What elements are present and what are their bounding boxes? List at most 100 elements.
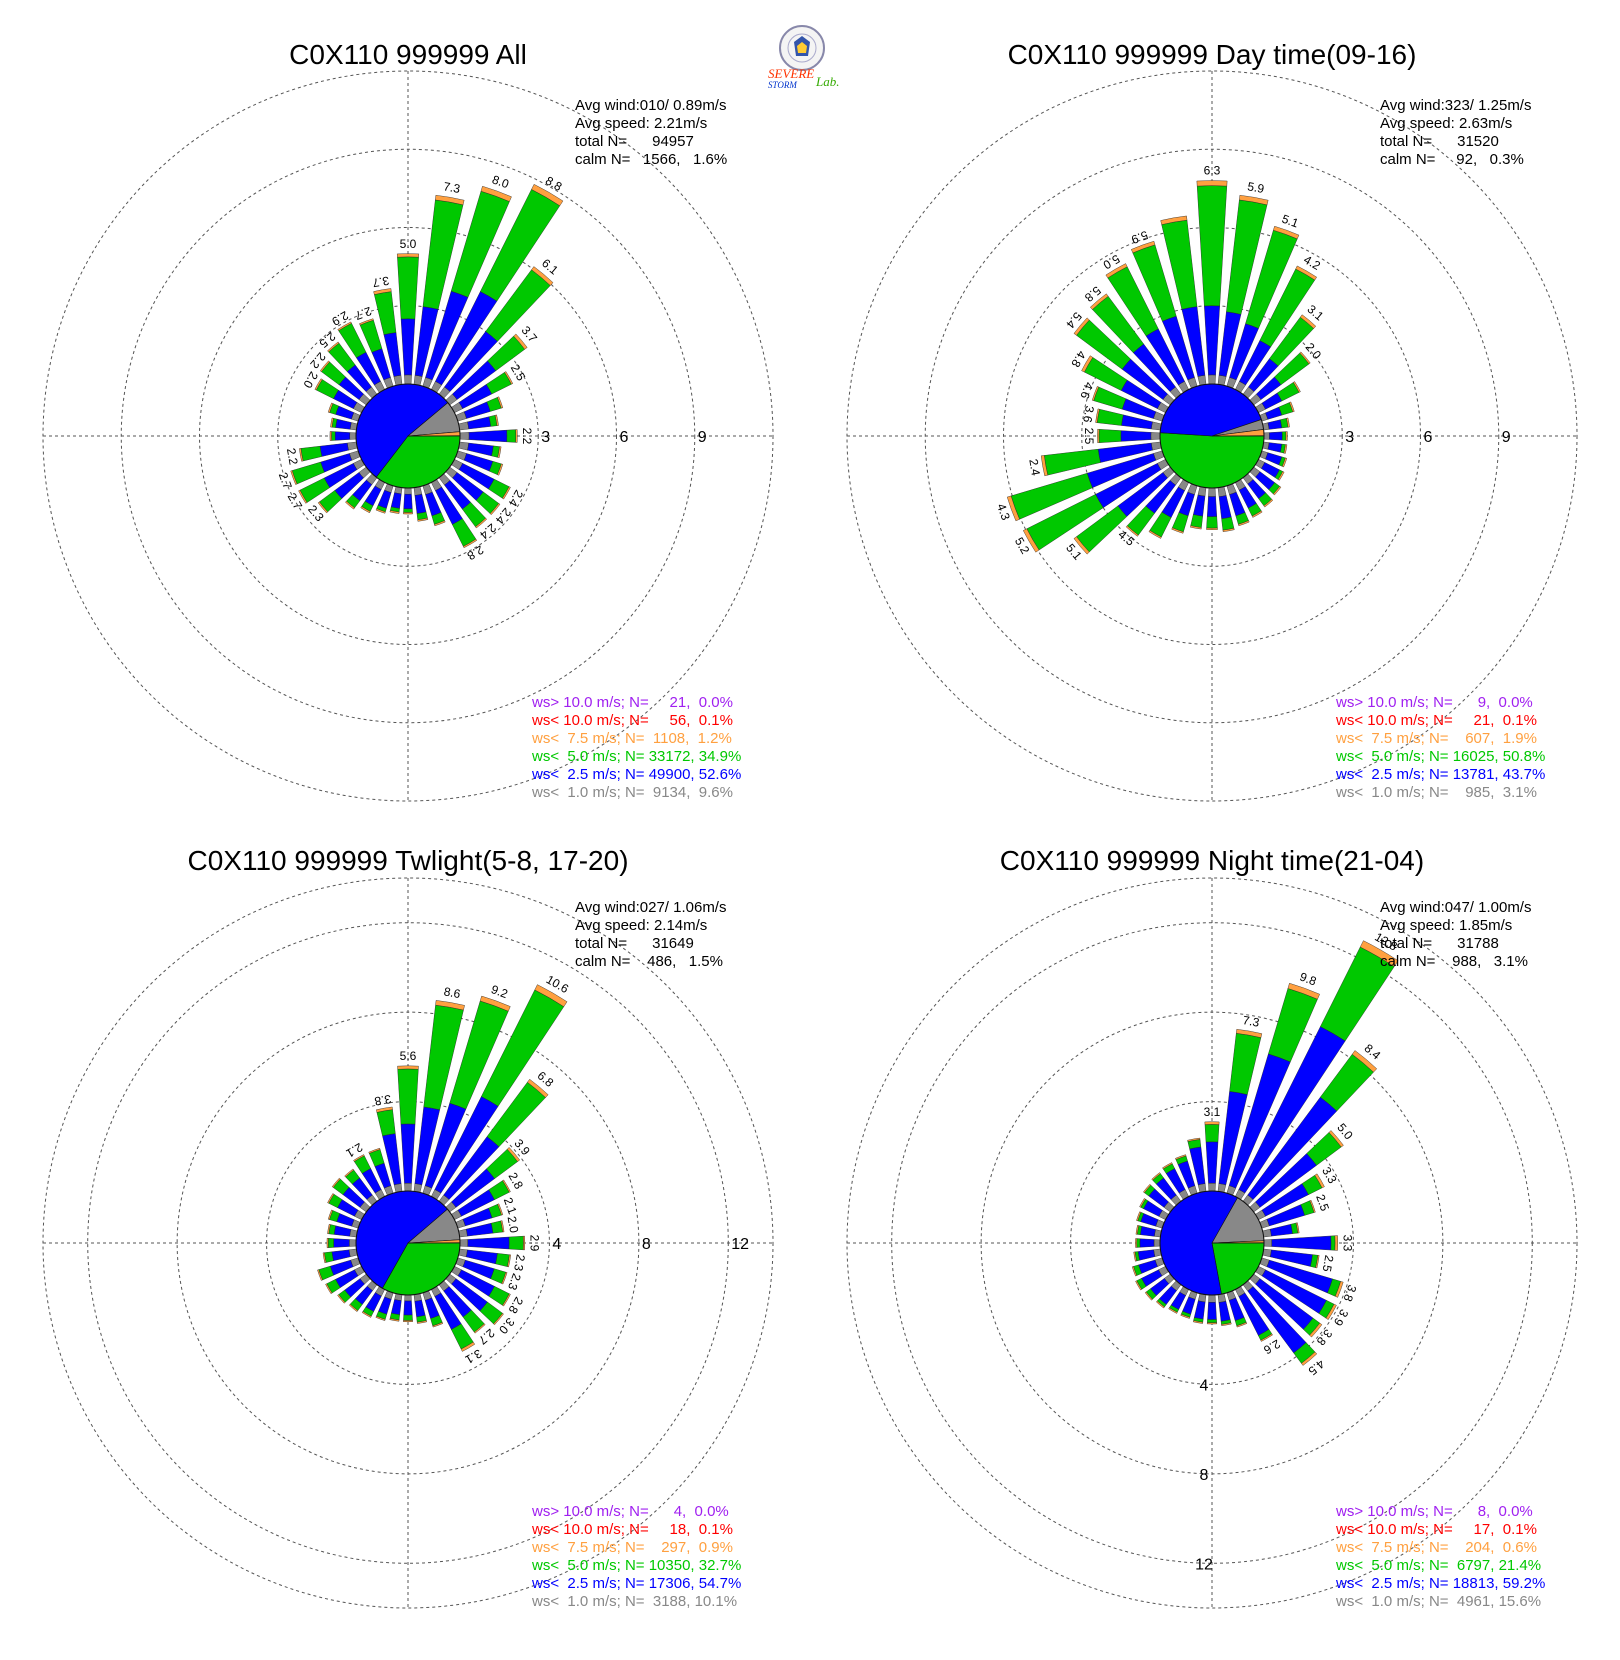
- ring-label: 3: [1345, 429, 1354, 446]
- bar-seg-lt75: [494, 414, 499, 426]
- bar-seg-lt75: [1095, 408, 1100, 423]
- bar-value-label: 2.1: [501, 1196, 520, 1217]
- bar-value-label: 2.4: [1026, 458, 1043, 477]
- stats-line: total N= 94957: [575, 133, 694, 150]
- bar-seg-lt75: [1221, 1322, 1232, 1326]
- bar-seg-lt75: [329, 431, 332, 441]
- bar-seg-lt75: [1168, 1307, 1178, 1314]
- bar-seg-lt75: [1135, 1238, 1138, 1248]
- bar-seg-lt75: [1151, 1172, 1161, 1181]
- bar-seg-lt75: [1144, 1291, 1153, 1301]
- bar-seg-lt75: [1180, 1313, 1191, 1319]
- bar-seg-lt75: [1309, 1199, 1316, 1213]
- bar-value-label: 2.5: [1313, 1193, 1332, 1214]
- bar-seg-lt1: [459, 1239, 469, 1247]
- wind-rose-panel-2: C0X110 999999 Day time(09-16) 3 6 9 6.3 5.9 5.…: [846, 39, 1578, 802]
- bar-seg-lt75: [1206, 1322, 1218, 1325]
- bar-seg-lt1: [1208, 1182, 1216, 1192]
- bar-seg-lt75: [353, 1154, 365, 1162]
- bar-seg-lt75: [515, 429, 518, 443]
- stats-line: calm N= 486, 1.5%: [575, 953, 723, 970]
- bar-seg-lt75: [434, 520, 446, 527]
- bar-seg-lt75: [1295, 265, 1317, 281]
- bar-seg-lt5: [1207, 1319, 1217, 1323]
- bar-seg-lt75: [1299, 351, 1311, 365]
- bar-value-label: 8.0: [490, 172, 511, 191]
- bar-seg-lt75: [1238, 520, 1250, 527]
- bar-seg-lt75: [389, 510, 400, 514]
- bar-seg-lt75: [1334, 1281, 1344, 1298]
- bar-seg-lt75: [345, 500, 355, 510]
- calm-circle: [1159, 1190, 1265, 1296]
- bar-seg-lt75: [368, 1147, 381, 1154]
- bar-value-label: 9.2: [489, 982, 510, 1001]
- bar-seg-lt75: [327, 1209, 334, 1220]
- bar-seg-lt25: [1269, 431, 1283, 441]
- bar-seg-lt75: [1277, 471, 1285, 481]
- bar-seg-lt25: [1206, 496, 1218, 517]
- bar-seg-lt75: [1222, 527, 1235, 532]
- bar-seg-lt75: [331, 1177, 341, 1188]
- bar-seg-lt75: [534, 984, 568, 1007]
- bar-seg-lt75: [435, 194, 465, 206]
- bar-seg-lt75: [389, 1318, 400, 1322]
- panel-title: C0X110 999999 Night time(21-04): [1000, 845, 1424, 876]
- stats-line: Avg speed: 2.63m/s: [1380, 115, 1512, 132]
- bar-seg-lt75: [475, 517, 488, 529]
- legend-entry: ws< 7.5 m/s; N= 1108, 1.2%: [531, 730, 732, 747]
- bar-seg-lt75: [1287, 982, 1320, 1000]
- bar-seg-lt5: [1204, 1124, 1220, 1143]
- bar-seg-lt75: [497, 1203, 504, 1216]
- bar-seg-lt75: [1285, 431, 1288, 441]
- bar-seg-lt75: [1309, 1322, 1323, 1338]
- bar-seg-lt1: [1208, 374, 1216, 385]
- legend-entry: ws< 10.0 m/s; N= 17, 0.1%: [1335, 1521, 1537, 1538]
- bar-seg-lt25: [403, 493, 413, 510]
- stats-line: Avg speed: 2.14m/s: [575, 917, 707, 934]
- stats-line: Avg wind:010/ 0.89m/s: [575, 97, 726, 114]
- bar-seg-lt5: [397, 1068, 419, 1125]
- bar-seg-lt75: [1206, 527, 1218, 530]
- bar-seg-lt75: [1286, 417, 1290, 428]
- bar-value-label: 7.3: [442, 179, 461, 196]
- bar-value-label: 3.8: [373, 1092, 392, 1109]
- bar-seg-lt75: [330, 417, 334, 428]
- bar-seg-lt5: [508, 1235, 524, 1251]
- ring-label: 9: [1502, 429, 1511, 446]
- bar-seg-lt75: [1175, 1154, 1187, 1160]
- bar-value-label: 7.3: [1242, 1013, 1261, 1030]
- legend-entry: ws< 5.0 m/s; N= 16025, 50.8%: [1335, 748, 1545, 765]
- calm-circle: [355, 383, 461, 489]
- ring-label: 12: [731, 1236, 749, 1253]
- bar-value-label: 2.7: [276, 470, 295, 491]
- bar-seg-lt75: [317, 501, 329, 514]
- bar-seg-lt1: [1153, 1239, 1161, 1247]
- bar-seg-lt75: [501, 1271, 508, 1285]
- legend-entry: ws< 1.0 m/s; N= 985, 3.1%: [1335, 784, 1537, 801]
- bar-seg-lt75: [502, 1293, 511, 1307]
- legend-entry: ws< 7.5 m/s; N= 297, 0.9%: [531, 1539, 733, 1556]
- bar-seg-lt75: [1097, 428, 1100, 444]
- stats-line: total N= 31788: [1380, 935, 1499, 952]
- bar-seg-lt75: [1196, 180, 1228, 187]
- ring-label: 9: [698, 429, 707, 446]
- bar-seg-lt25: [334, 431, 351, 441]
- bar-seg-lt1: [1208, 1294, 1216, 1303]
- bar-seg-lt5: [1098, 429, 1122, 443]
- bar-seg-lt1: [404, 1182, 412, 1192]
- bar-seg-lt75: [1148, 530, 1162, 539]
- bar-value-label: 3.3: [1341, 1235, 1355, 1252]
- bar-value-label: 4.6: [1077, 380, 1096, 401]
- bar-value-label: 5.6: [400, 1049, 417, 1063]
- bar-seg-lt75: [1125, 525, 1139, 537]
- bar-seg-lt1: [349, 432, 357, 440]
- bar-seg-lt75: [376, 1106, 393, 1113]
- bar-seg-lt75: [531, 183, 564, 207]
- ring-label: 3: [541, 429, 550, 446]
- bar-seg-lt75: [435, 1000, 465, 1011]
- bar-seg-lt75: [473, 1323, 486, 1334]
- bar-seg-lt75: [1091, 386, 1099, 401]
- bar-seg-lt75: [1081, 355, 1094, 373]
- bar-seg-lt25: [403, 1300, 413, 1316]
